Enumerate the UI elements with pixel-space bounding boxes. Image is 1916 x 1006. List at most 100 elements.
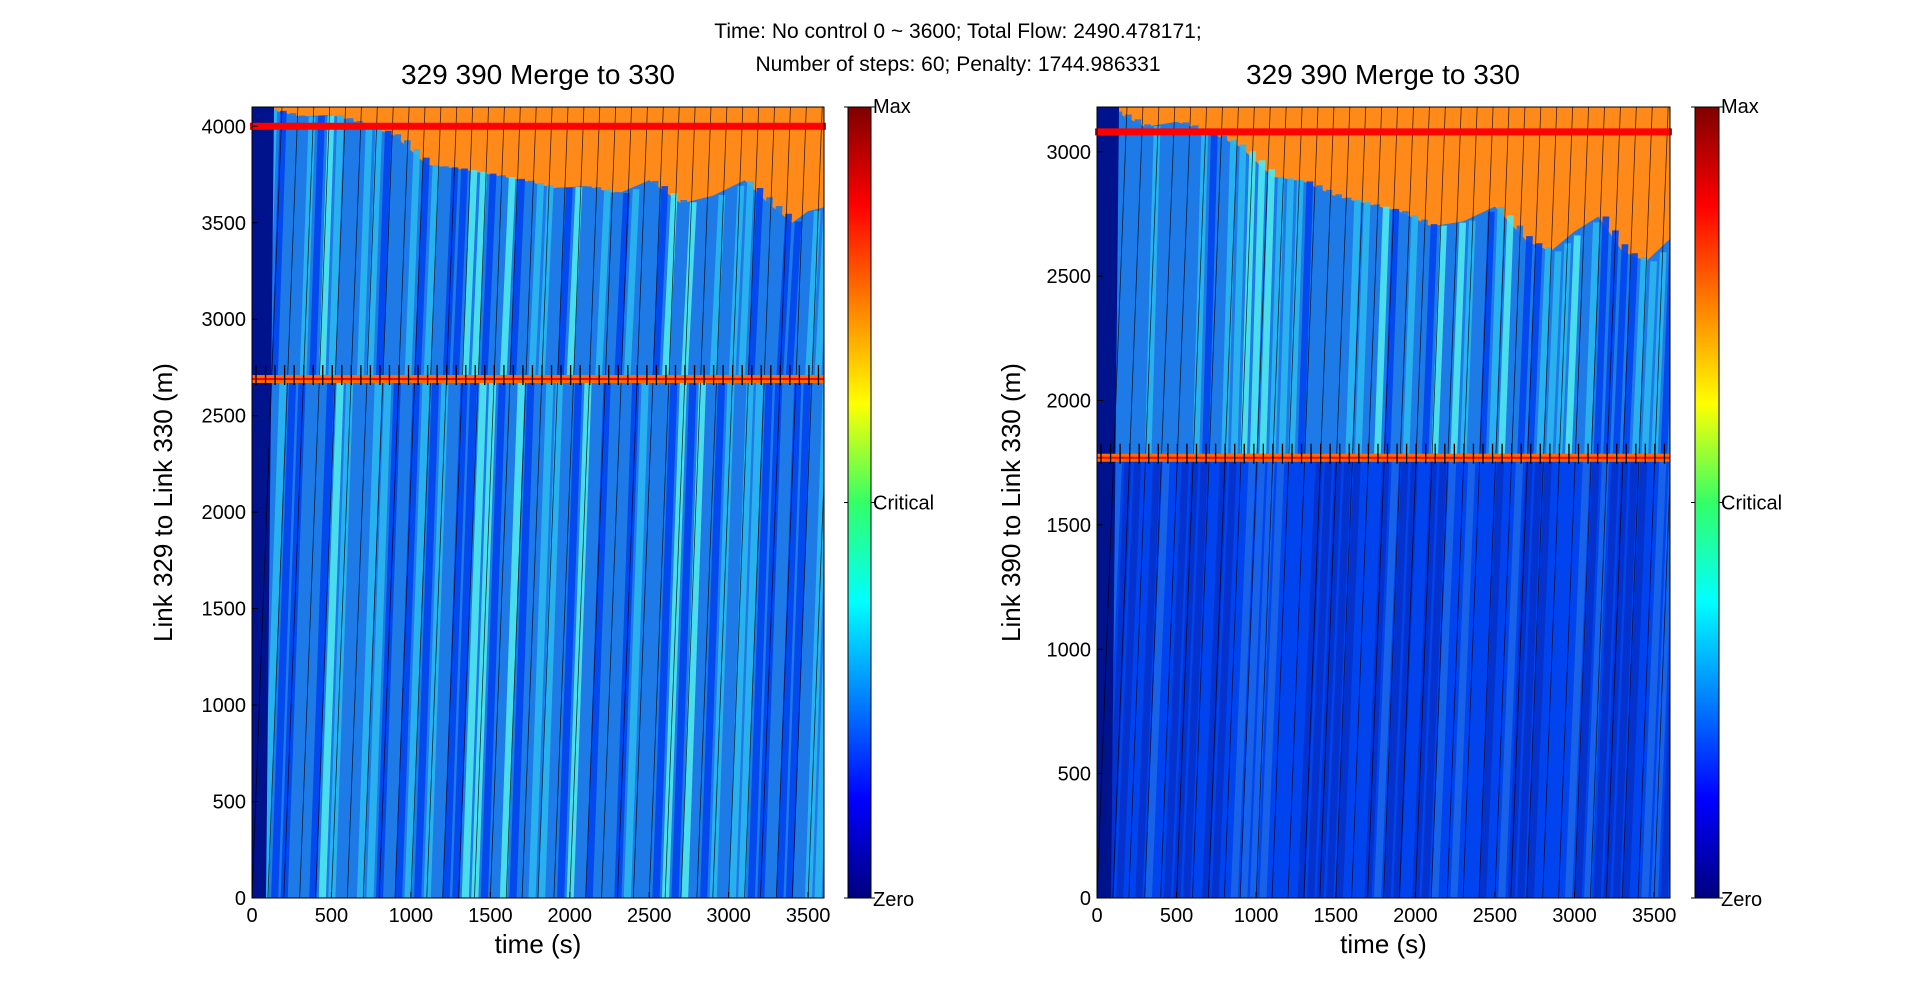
density-stripe [785, 221, 802, 380]
density-stripe [1221, 140, 1237, 458]
trajectory-line [505, 107, 537, 898]
trajectory-line [791, 107, 823, 898]
x-tick-label: 2000 [1393, 905, 1438, 927]
density-stripe [1135, 124, 1151, 458]
trajectory-line [1176, 107, 1207, 898]
density-stripe [1402, 457, 1428, 898]
trajectory-line [617, 107, 648, 898]
trajectory-line [807, 468, 824, 898]
density-stripe [671, 199, 688, 380]
trajectory-line [1255, 107, 1287, 898]
density-stripe [1316, 457, 1342, 898]
density-stripe [652, 186, 669, 380]
trajectory-line [1208, 107, 1239, 898]
density-stripe [1307, 457, 1333, 898]
density-stripe [642, 180, 659, 380]
suptitle-line-1: Time: No control 0 ~ 3600; Total Flow: 2… [714, 20, 1201, 43]
density-stripe [1297, 181, 1314, 458]
density-stripe [747, 188, 764, 380]
trajectory-line [489, 107, 521, 898]
density-stripe [1412, 457, 1438, 898]
trajectory-line [1112, 107, 1144, 898]
trajectory-line [553, 107, 585, 898]
density-stripe [585, 187, 602, 380]
density-stripe [1622, 457, 1648, 898]
density-stripe [356, 123, 373, 380]
density-stripe [366, 379, 392, 898]
panel-right: 0 500 1000 1500 2000 2500 3000 3500 0 500 1000 150… [996, 59, 1782, 959]
density-stripe [614, 379, 640, 898]
density-stripe [776, 213, 793, 380]
y-tick-label: 500 [213, 792, 246, 814]
density-stripe [1517, 236, 1533, 458]
trajectory-line [1414, 107, 1446, 898]
startup-wedge [1097, 107, 1119, 898]
plot-frame-left [251, 106, 825, 899]
density-stripe [1593, 216, 1610, 458]
density-stripe [280, 113, 297, 380]
trajectory-line [378, 107, 410, 898]
trajectory-line [1653, 467, 1670, 898]
colorbar-max-label-right: Max [1721, 96, 1759, 118]
trajectory-line [521, 107, 553, 898]
trajectory-line [1239, 107, 1271, 898]
x-tick-label: 3500 [1632, 905, 1677, 927]
density-stripe [814, 623, 824, 898]
density-stripe [1230, 144, 1247, 458]
density-stripe [1603, 230, 1619, 458]
trajectory-line [410, 107, 442, 898]
trajectory-line [1319, 107, 1351, 898]
density-stripe [1479, 457, 1505, 898]
density-stripe [538, 379, 564, 898]
density-stripe [499, 177, 516, 380]
density-stripe [1555, 457, 1581, 898]
y-tick-label: 0 [235, 888, 246, 910]
density-stripe [1660, 664, 1670, 898]
density-stripe [423, 165, 440, 380]
y-tick-label: 3500 [202, 213, 247, 235]
density-stripe [728, 379, 754, 898]
density-stripe [1593, 457, 1619, 898]
density-stripe [1230, 457, 1256, 898]
y-tick-label: 3000 [1047, 142, 1092, 164]
density-stripe [1307, 185, 1323, 458]
density-stripe [604, 379, 630, 898]
x-tick-label: 3000 [1552, 905, 1597, 927]
x-tick-label: 2500 [1473, 905, 1518, 927]
density-stripe [1564, 235, 1581, 458]
density-stripe [795, 379, 821, 898]
colorbar-gradient-right [1694, 106, 1720, 899]
density-stripe [576, 186, 592, 380]
density-stripe [804, 379, 824, 898]
trajectory-line [664, 107, 696, 898]
density-stripe [1469, 216, 1486, 458]
trajectory-line [1383, 107, 1414, 898]
trajectory-line [394, 107, 426, 898]
x-tick-label: 500 [315, 905, 348, 927]
density-stripe [1603, 457, 1629, 898]
density-stripe [1622, 253, 1638, 458]
density-stripe [404, 379, 430, 898]
x-tick-label: 1000 [1234, 905, 1279, 927]
trajectory-line [648, 107, 680, 898]
density-stripe [766, 379, 792, 898]
trajectory-line [315, 107, 346, 898]
x-tick-label: 0 [246, 905, 257, 927]
density-stripe [1249, 160, 1266, 458]
density-stripe [1545, 457, 1572, 898]
density-stripe [566, 379, 592, 898]
density-stripe [1612, 457, 1638, 898]
density-stripe [1660, 243, 1670, 458]
density-stripe [337, 379, 363, 898]
x-axis-label-left: time (s) [495, 929, 582, 959]
startup-wedge [252, 107, 274, 898]
density-stripe [595, 189, 611, 380]
density-stripe [1574, 457, 1600, 898]
trajectory-line [696, 107, 728, 898]
density-stripe [1440, 224, 1457, 458]
density-stripe [356, 379, 383, 898]
density-stripe [1192, 457, 1218, 898]
trajectory-line [1335, 107, 1367, 898]
colorbar-critical-label-left: Critical [873, 493, 934, 515]
